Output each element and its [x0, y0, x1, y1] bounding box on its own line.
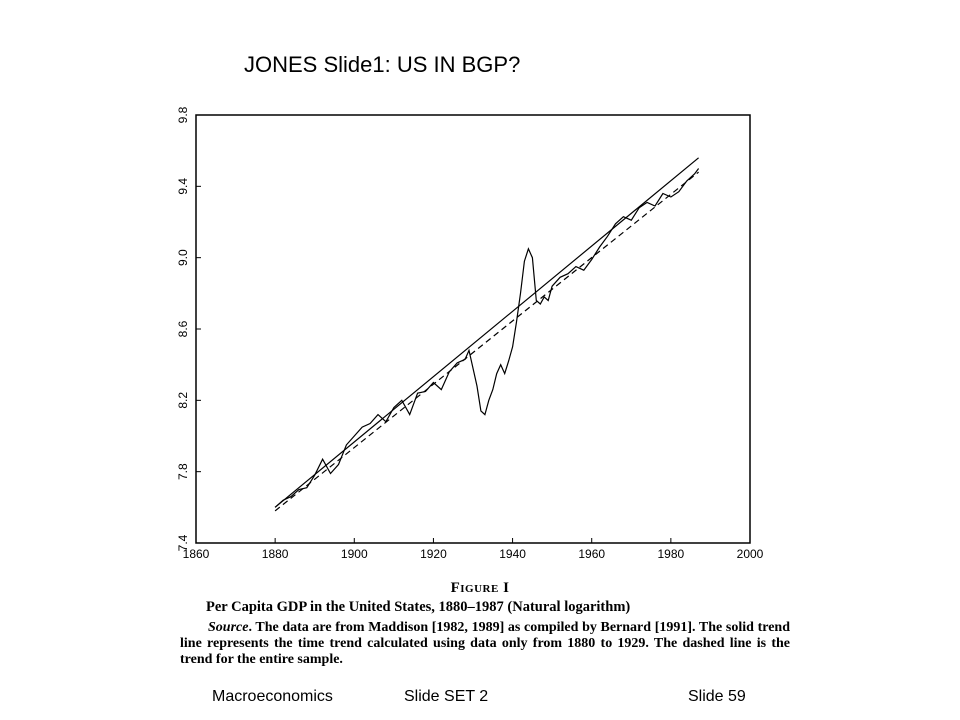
x-tick-label: 1980 [658, 547, 685, 561]
solid-trend-line [274, 157, 699, 508]
y-tick-label: 8.2 [176, 392, 190, 409]
footer-course: Macroeconomics [212, 688, 333, 705]
x-tick-label: 1860 [183, 547, 210, 561]
x-tick-label: 2000 [737, 547, 764, 561]
dashed-trend-line [274, 171, 699, 512]
figure-caption-subtitle: Per Capita GDP in the United States, 188… [206, 599, 631, 615]
x-tick-label: 1960 [578, 547, 605, 561]
footer-slide-set: Slide SET 2 [404, 688, 489, 705]
plot-frame [195, 114, 751, 544]
figure-caption-source: Source. The data are from Maddison [1982… [180, 620, 790, 668]
figure-caption-title: Figure I [450, 580, 510, 596]
x-tick-label: 1900 [341, 547, 368, 561]
y-tick-label: 7.8 [176, 463, 190, 480]
y-tick-label: 9.8 [176, 106, 190, 123]
y-tick-label: 9.0 [176, 249, 190, 266]
x-tick-label: 1940 [499, 547, 526, 561]
source-label: Source [208, 620, 249, 635]
footer-slide-number: Slide 59 [688, 688, 746, 705]
source-text: . The data are from Maddison [1982, 1989… [180, 620, 790, 667]
y-tick-label: 8.6 [176, 320, 190, 337]
y-tick-label: 9.4 [176, 178, 190, 195]
gdp-series-line [274, 168, 700, 508]
x-tick-label: 1880 [262, 547, 289, 561]
x-tick-label: 1920 [420, 547, 447, 561]
y-tick-label: 7.4 [176, 534, 190, 551]
slide-title: JONES Slide1: US IN BGP? [244, 52, 521, 77]
